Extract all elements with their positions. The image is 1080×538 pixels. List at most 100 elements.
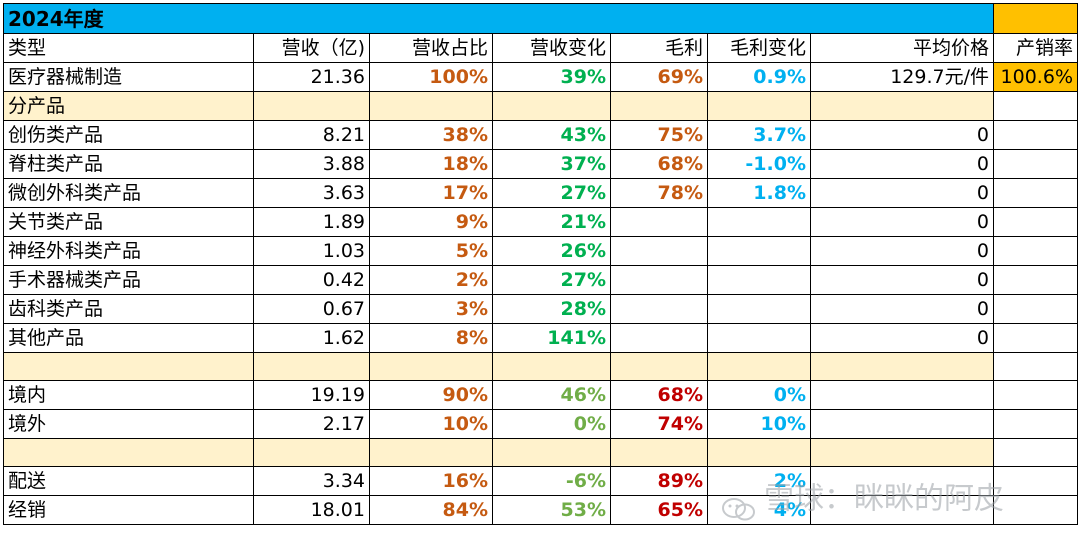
table-row: 脊柱类产品 3.88 18% 37% 68% -1.0% 0: [3, 149, 1078, 179]
header-type: 类型: [3, 33, 254, 63]
cell-name: 微创外科类产品: [3, 178, 254, 208]
cell-change: 27%: [492, 265, 611, 295]
section-row: [3, 352, 1078, 381]
cell-name: 配送: [3, 466, 254, 496]
section-row: [3, 438, 1078, 467]
cell-margin-change: [707, 207, 811, 237]
section-cell: [369, 91, 493, 121]
cell-margin-change: -1.0%: [707, 149, 811, 179]
cell-share: 9%: [369, 207, 493, 237]
cell-change: -6%: [492, 466, 611, 496]
section-cell: [3, 352, 254, 381]
cell-margin: [610, 323, 708, 353]
cell-sell-through: [993, 495, 1078, 525]
title-row: 2024年度: [3, 3, 1078, 34]
cell-avg-price: 0: [810, 236, 994, 266]
cell-change: 28%: [492, 294, 611, 324]
cell-share: 16%: [369, 466, 493, 496]
table-row: 关节类产品 1.89 9% 21% 0: [3, 207, 1078, 237]
cell-change: 27%: [492, 178, 611, 208]
section-cell: [610, 352, 708, 381]
cell-share: 100%: [369, 62, 493, 92]
cell-revenue: 1.62: [253, 323, 370, 353]
cell-name: 关节类产品: [3, 207, 254, 237]
table-row: 经销 18.01 84% 53% 65% 4%: [3, 495, 1078, 525]
cell-revenue: 8.21: [253, 120, 370, 150]
cell-name: 经销: [3, 495, 254, 525]
cell-sell-through: [993, 323, 1078, 353]
cell-share: 5%: [369, 236, 493, 266]
cell-change: 46%: [492, 380, 611, 410]
cell-revenue: 3.34: [253, 466, 370, 496]
cell-margin: [610, 207, 708, 237]
cell-margin-change: [707, 265, 811, 295]
spreadsheet: 2024年度 类型 营收（亿) 营收占比 营收变化 毛利 毛利变化 平均价格 产…: [3, 3, 1078, 532]
cell-name: 神经外科类产品: [3, 236, 254, 266]
cell-revenue: 3.88: [253, 149, 370, 179]
section-cell: [810, 352, 994, 381]
cell-share: 84%: [369, 495, 493, 525]
cell-share: 18%: [369, 149, 493, 179]
cell-revenue: 18.01: [253, 495, 370, 525]
section-cell: [707, 91, 811, 121]
cell-name: 脊柱类产品: [3, 149, 254, 179]
table-row: 其他产品 1.62 8% 141% 0: [3, 323, 1078, 353]
cell-avg-price: 129.7元/件: [810, 62, 994, 92]
cell-sell-through: [993, 409, 1078, 439]
cell-sell-through: [993, 380, 1078, 410]
cell-change: 21%: [492, 207, 611, 237]
cell-margin-change: [707, 323, 811, 353]
section-cell: [810, 91, 994, 121]
cell-avg-price: 0: [810, 149, 994, 179]
cell-avg-price: 0: [810, 294, 994, 324]
cell-margin-change: 0%: [707, 380, 811, 410]
cell-revenue: 21.36: [253, 62, 370, 92]
table-row: 创伤类产品 8.21 38% 43% 75% 3.7% 0: [3, 120, 1078, 150]
cell-sell-through: [993, 120, 1078, 150]
cell-avg-price: [810, 380, 994, 410]
cell-margin: 75%: [610, 120, 708, 150]
cell-margin-change: [707, 236, 811, 266]
table-row: 手术器械类产品 0.42 2% 27% 0: [3, 265, 1078, 295]
header-margin-change: 毛利变化: [707, 33, 811, 63]
header-row: 类型 营收（亿) 营收占比 营收变化 毛利 毛利变化 平均价格 产销率: [3, 33, 1078, 63]
cell-avg-price: 0: [810, 265, 994, 295]
cell-change: 43%: [492, 120, 611, 150]
cell-share: 90%: [369, 380, 493, 410]
header-revenue: 营收（亿): [253, 33, 370, 63]
table-row: 神经外科类产品 1.03 5% 26% 0: [3, 236, 1078, 266]
cell-name: 手术器械类产品: [3, 265, 254, 295]
table-row: 医疗器械制造 21.36 100% 39% 69% 0.9% 129.7元/件 …: [3, 62, 1078, 92]
cell-revenue: 0.42: [253, 265, 370, 295]
section-cell: [3, 438, 254, 467]
cell-sell-through: [993, 294, 1078, 324]
section-cell: [993, 438, 1078, 467]
cell-sell-through: [993, 236, 1078, 266]
cell-change: 0%: [492, 409, 611, 439]
cell-name: 医疗器械制造: [3, 62, 254, 92]
cell-change: 39%: [492, 62, 611, 92]
title-corner-cell: [993, 3, 1078, 34]
cell-margin: 69%: [610, 62, 708, 92]
cell-revenue: 1.03: [253, 236, 370, 266]
header-margin: 毛利: [610, 33, 708, 63]
cell-margin: [610, 294, 708, 324]
section-cell: [492, 91, 611, 121]
cell-share: 10%: [369, 409, 493, 439]
cell-revenue: 3.63: [253, 178, 370, 208]
section-cell: [707, 438, 811, 467]
cell-sell-through: [993, 149, 1078, 179]
cell-avg-price: 0: [810, 323, 994, 353]
cell-margin-change: 1.8%: [707, 178, 811, 208]
cell-margin: 74%: [610, 409, 708, 439]
cell-share: 3%: [369, 294, 493, 324]
cell-name: 齿科类产品: [3, 294, 254, 324]
cell-revenue: 2.17: [253, 409, 370, 439]
cell-margin: 68%: [610, 149, 708, 179]
cell-change: 26%: [492, 236, 611, 266]
cell-avg-price: 0: [810, 207, 994, 237]
financial-table: 2024年度 类型 营收（亿) 营收占比 营收变化 毛利 毛利变化 平均价格 产…: [3, 3, 1078, 525]
section-cell: [492, 438, 611, 467]
cell-sell-through: [993, 265, 1078, 295]
cell-revenue: 19.19: [253, 380, 370, 410]
